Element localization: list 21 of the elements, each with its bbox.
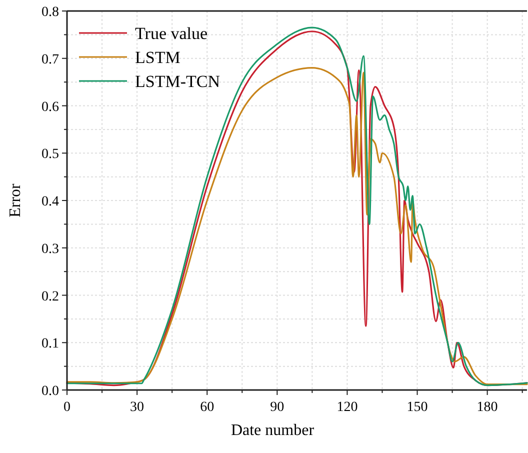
y-tick-label: 0.4 xyxy=(42,194,59,210)
x-tick-label: 30 xyxy=(130,400,144,415)
y-tick-label: 0.1 xyxy=(42,336,59,352)
legend-label: LSTM xyxy=(135,48,180,67)
x-tick-label: 150 xyxy=(406,400,428,415)
y-tick-label: 0.5 xyxy=(42,147,59,162)
y-tick-label: 0.7 xyxy=(42,52,59,68)
y-axis-title: Error xyxy=(7,182,24,218)
y-tick-label: 0.6 xyxy=(42,100,59,115)
x-axis-title: Date number xyxy=(230,422,315,439)
x-tick-label: 120 xyxy=(336,400,358,415)
y-tick-label: 0.3 xyxy=(42,242,59,257)
y-tick-label: 0.0 xyxy=(42,384,59,399)
x-tick-label: 60 xyxy=(200,400,214,415)
y-tick-label: 0.8 xyxy=(42,5,59,20)
x-tick-label: 180 xyxy=(476,400,498,415)
y-tick-label: 0.2 xyxy=(42,289,59,304)
legend-label: True value xyxy=(135,24,208,43)
legend-label: LSTM-TCN xyxy=(135,72,220,91)
x-tick-label: 90 xyxy=(270,400,284,415)
x-tick-label: 0 xyxy=(64,400,70,415)
